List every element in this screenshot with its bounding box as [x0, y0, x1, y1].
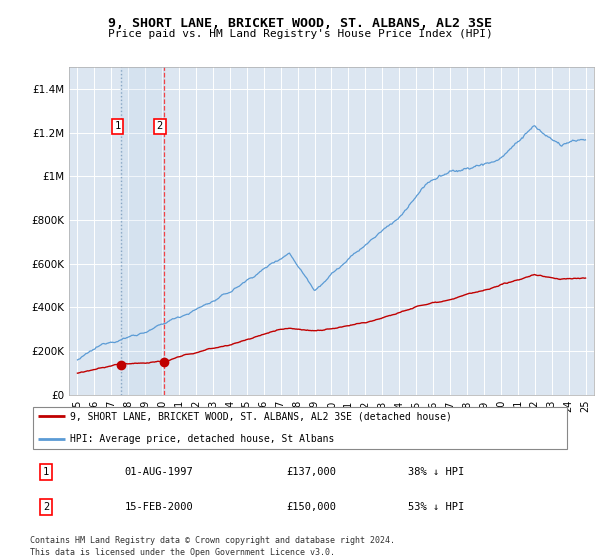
Text: 2: 2: [157, 121, 163, 131]
Text: 01-AUG-1997: 01-AUG-1997: [125, 467, 193, 477]
Text: Price paid vs. HM Land Registry's House Price Index (HPI): Price paid vs. HM Land Registry's House …: [107, 29, 493, 39]
Text: HPI: Average price, detached house, St Albans: HPI: Average price, detached house, St A…: [71, 435, 335, 444]
Text: 9, SHORT LANE, BRICKET WOOD, ST. ALBANS, AL2 3SE (detached house): 9, SHORT LANE, BRICKET WOOD, ST. ALBANS,…: [71, 412, 452, 421]
Text: 1: 1: [115, 121, 121, 131]
Text: £150,000: £150,000: [287, 502, 337, 512]
Text: 38% ↓ HPI: 38% ↓ HPI: [408, 467, 464, 477]
Text: 53% ↓ HPI: 53% ↓ HPI: [408, 502, 464, 512]
Text: This data is licensed under the Open Government Licence v3.0.: This data is licensed under the Open Gov…: [30, 548, 335, 557]
Text: 9, SHORT LANE, BRICKET WOOD, ST. ALBANS, AL2 3SE: 9, SHORT LANE, BRICKET WOOD, ST. ALBANS,…: [108, 17, 492, 30]
Bar: [121, 67, 164, 395]
Text: Contains HM Land Registry data © Crown copyright and database right 2024.: Contains HM Land Registry data © Crown c…: [30, 536, 395, 545]
Text: 15-FEB-2000: 15-FEB-2000: [125, 502, 193, 512]
Text: £137,000: £137,000: [287, 467, 337, 477]
Text: 1: 1: [43, 467, 49, 477]
Text: 2: 2: [43, 502, 49, 512]
FancyBboxPatch shape: [33, 407, 568, 449]
